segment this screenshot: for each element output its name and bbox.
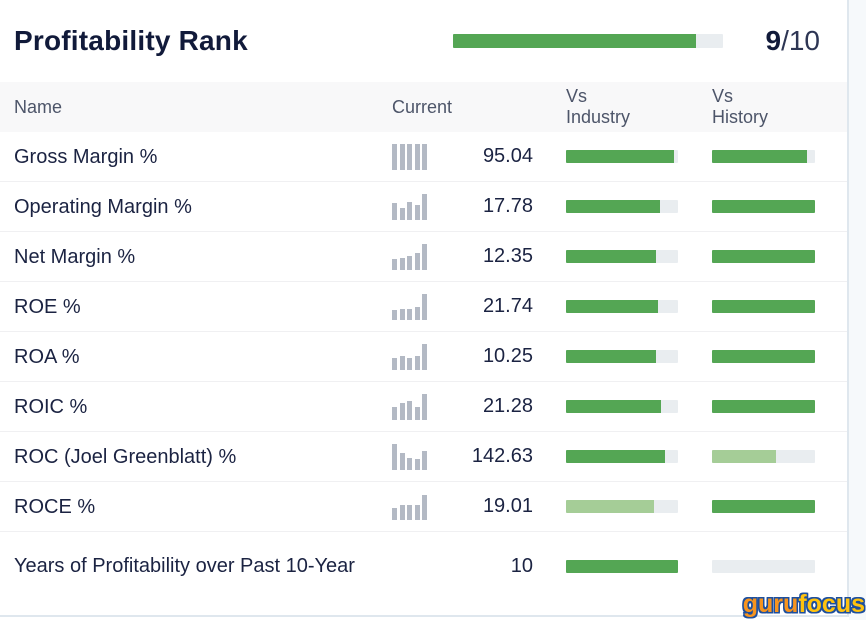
vs-history-bar — [712, 150, 815, 163]
vs-industry-bar — [566, 300, 678, 313]
widget-title: Profitability Rank — [14, 25, 248, 56]
rank-progress-bar — [453, 34, 724, 48]
metric-current-value: 95.04 — [482, 145, 533, 167]
vs-history-bar — [712, 300, 815, 313]
metric-current-value: 142.63 — [471, 445, 533, 467]
gurufocus-logo[interactable]: gurufocus — [742, 590, 865, 618]
metric-current-value: 19.01 — [482, 495, 533, 517]
metric-name[interactable]: ROCE % — [14, 495, 96, 518]
vs-industry-bar — [566, 500, 678, 513]
vs-history-bar — [712, 200, 815, 213]
column-header-name: Name — [14, 96, 63, 117]
sparkline-chart — [392, 193, 432, 220]
table-row: ROE % 21.74 — [0, 282, 847, 332]
vs-industry-bar — [566, 559, 678, 573]
sparkline-chart — [392, 494, 432, 520]
vs-history-bar — [712, 350, 815, 363]
sparkline-chart — [392, 443, 432, 470]
table-row: ROA % 10.25 — [0, 332, 847, 382]
metric-current-value: 10 — [510, 554, 533, 577]
sparkline-chart — [392, 393, 432, 420]
metric-current-value: 17.78 — [482, 195, 533, 217]
metric-name[interactable]: Years of Profitability over Past 10-Year — [14, 555, 355, 577]
vs-history-bar — [712, 500, 815, 513]
metric-name[interactable]: Operating Margin % — [14, 195, 192, 218]
table-header-row: Name Current Vs Industry Vs History — [0, 82, 847, 132]
vs-industry-bar — [566, 400, 678, 413]
metric-current-value: 21.28 — [482, 395, 533, 417]
widget-header: Profitability Rank 9/10 — [0, 0, 847, 82]
column-header-current: Current — [392, 96, 453, 117]
table-row: Years of Profitability over Past 10-Year… — [0, 532, 847, 600]
table-row: Net Margin % 12.35 — [0, 232, 847, 282]
profitability-rank-widget: Profitability Rank 9/10 Name Current Vs … — [0, 0, 849, 617]
metric-name[interactable]: ROC (Joel Greenblatt) % — [14, 445, 237, 468]
metric-name[interactable]: ROIC % — [14, 395, 88, 418]
rank-score-denominator: /10 — [781, 25, 820, 56]
vs-industry-bar — [566, 450, 678, 463]
sparkline-chart — [392, 293, 432, 320]
table-row: ROC (Joel Greenblatt) % 142.63 — [0, 432, 847, 482]
metric-name[interactable]: Gross Margin % — [14, 145, 158, 168]
column-header-vs-industry: Vs Industry — [566, 86, 631, 127]
vs-history-bar — [712, 250, 815, 263]
column-header-vs-history: Vs History — [712, 86, 769, 127]
rank-score-value: 9 — [765, 25, 782, 56]
vs-industry-bar — [566, 150, 678, 163]
sparkline-chart — [392, 343, 432, 370]
table-row: Gross Margin % 95.04 — [0, 132, 847, 182]
table-row: ROCE % 19.01 — [0, 482, 847, 532]
metric-current-value: 12.35 — [482, 245, 533, 267]
rank-score: 9/10 — [765, 25, 820, 57]
vs-history-bar — [712, 400, 815, 413]
metric-name[interactable]: ROE % — [14, 295, 81, 318]
vs-industry-bar — [566, 250, 678, 263]
vs-history-bar — [712, 450, 815, 463]
sparkline-chart — [392, 553, 432, 579]
metric-name[interactable]: ROA % — [14, 345, 80, 368]
metric-current-value: 21.74 — [482, 295, 533, 317]
vs-industry-bar — [566, 350, 678, 363]
sparkline-chart — [392, 143, 432, 170]
vs-industry-bar — [566, 200, 678, 213]
vs-history-bar — [712, 559, 815, 573]
table-row: Operating Margin % 17.78 — [0, 182, 847, 232]
page-background-strip — [849, 0, 866, 620]
metric-name[interactable]: Net Margin % — [14, 245, 136, 268]
metric-current-value: 10.25 — [482, 345, 533, 367]
sparkline-chart — [392, 243, 432, 270]
table-row: ROIC % 21.28 — [0, 382, 847, 432]
